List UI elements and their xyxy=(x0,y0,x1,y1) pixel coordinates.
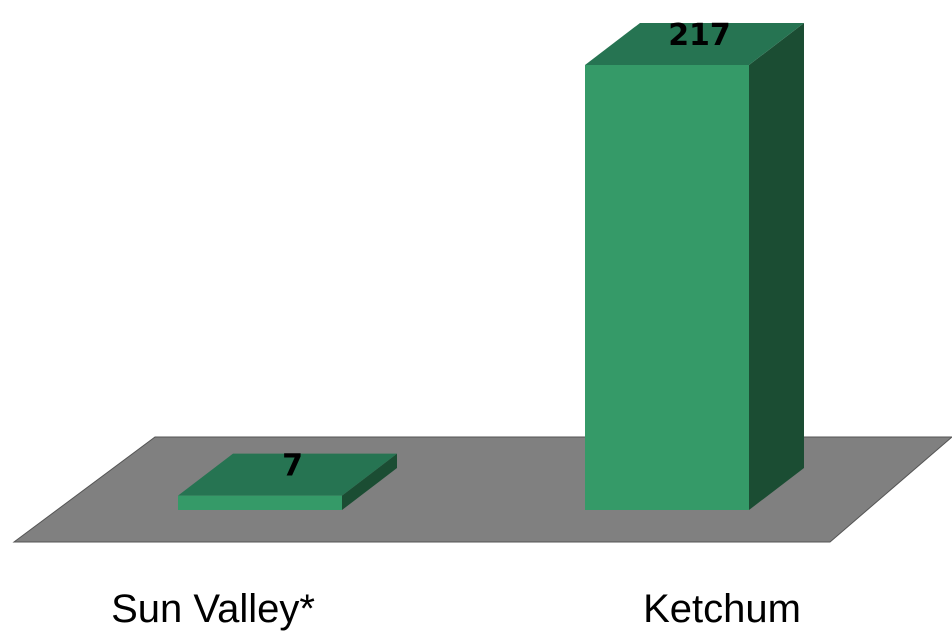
category-label: Sun Valley* xyxy=(111,587,315,631)
bar-side xyxy=(749,23,804,510)
category-label: Ketchum xyxy=(643,587,801,631)
bar-side xyxy=(342,453,397,510)
bar-front xyxy=(178,495,342,510)
bars-group: 7 217 xyxy=(178,18,804,510)
bar-0: 7 xyxy=(178,449,397,510)
category-labels: Sun Valley* Ketchum xyxy=(111,587,801,631)
chart-floor xyxy=(12,436,952,543)
data-label: 7 xyxy=(282,449,303,484)
bar-top xyxy=(585,23,804,65)
data-label: 217 xyxy=(668,18,731,53)
bar-1: 217 xyxy=(585,18,804,510)
bar-top xyxy=(178,453,397,496)
bar-front xyxy=(585,65,749,510)
